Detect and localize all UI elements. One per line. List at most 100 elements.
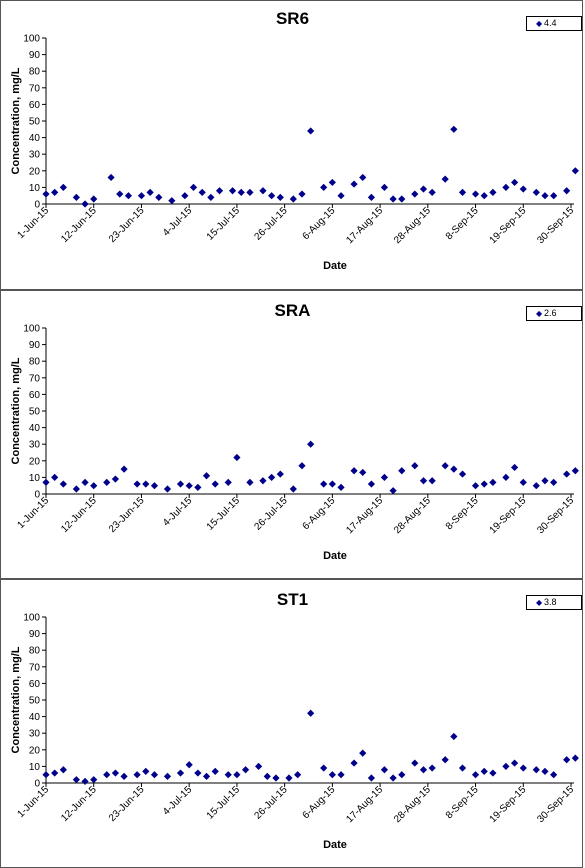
data-point [289, 485, 297, 493]
data-point [502, 473, 510, 481]
data-point [90, 776, 98, 784]
data-point [146, 188, 154, 196]
data-point [519, 478, 527, 486]
x-tick-label: 28-Aug-15 [392, 784, 433, 825]
data-point [359, 173, 367, 182]
data-point [510, 463, 519, 472]
x-tick-label: 4-Jul-15 [161, 495, 195, 529]
x-tick-label: 1-Jun-15 [15, 784, 51, 820]
data-point [458, 764, 467, 772]
data-point [450, 732, 458, 741]
data-point [103, 771, 111, 779]
data-point [120, 465, 128, 473]
chart-title: SRA [274, 301, 311, 320]
data-point [72, 485, 80, 493]
y-tick-label: 20 [29, 456, 41, 467]
y-tick-label: 0 [34, 490, 40, 501]
y-tick-label: 70 [29, 662, 41, 673]
data-point [471, 771, 480, 779]
data-point [389, 195, 397, 203]
data-point [320, 183, 328, 191]
y-tick-label: 60 [29, 390, 41, 401]
data-point [42, 190, 50, 198]
data-point [90, 482, 98, 490]
data-point [563, 470, 571, 478]
x-axis-label: Date [323, 550, 347, 562]
x-tick-label: 8-Sep-15 [444, 495, 481, 532]
data-point [233, 771, 241, 779]
data-point [441, 756, 449, 764]
data-point [246, 478, 254, 486]
data-point [571, 467, 579, 475]
x-tick-label: 6-Aug-15 [301, 495, 338, 532]
x-tick-label: 30-Sep-15 [535, 784, 576, 825]
x-tick-label: 19-Sep-15 [488, 205, 529, 246]
diamond-marker-icon: ◆ [536, 19, 543, 28]
data-point [380, 183, 389, 191]
data-point [541, 477, 549, 485]
x-tick-label: 8-Sep-15 [444, 784, 481, 821]
chart-title: SR6 [275, 9, 310, 28]
x-tick-label: 15-Jul-15 [205, 784, 243, 822]
data-point [263, 772, 271, 780]
data-point [207, 193, 215, 201]
data-point [276, 470, 284, 478]
x-tick-label: 6-Aug-15 [301, 205, 338, 242]
data-point [398, 771, 406, 779]
data-point [268, 192, 276, 200]
data-point [59, 183, 67, 191]
data-point [532, 482, 540, 490]
x-tick-label: 12-Jun-15 [59, 784, 99, 824]
x-tick-label: 8-Sep-15 [444, 205, 481, 242]
data-point [133, 480, 141, 488]
x-tick-label: 26-Jul-15 [252, 205, 290, 243]
data-point [411, 462, 419, 470]
x-axis-label: Date [323, 839, 347, 851]
data-point [90, 195, 98, 203]
data-point [237, 188, 245, 196]
x-tick-label: 6-Aug-15 [301, 784, 338, 821]
data-point [419, 185, 428, 193]
data-point [163, 485, 172, 493]
data-point [550, 192, 558, 200]
data-point [298, 462, 306, 470]
y-tick-label: 80 [29, 357, 41, 368]
data-point [350, 180, 358, 188]
legend-label: 4.4 [544, 18, 557, 28]
data-point [51, 769, 59, 777]
data-point [241, 766, 250, 774]
data-point [150, 771, 159, 779]
data-point [298, 190, 306, 198]
data-point [320, 764, 328, 772]
x-tick-label: 17-Aug-15 [344, 784, 385, 825]
data-point [259, 477, 267, 485]
data-point [532, 188, 540, 196]
x-axis-label: Date [323, 260, 347, 272]
data-point [450, 125, 458, 133]
data-point [163, 772, 172, 780]
data-point [51, 473, 59, 481]
data-point [120, 772, 128, 780]
data-point [519, 185, 527, 193]
y-tick-label: 40 [29, 423, 41, 434]
data-point [532, 766, 540, 774]
data-point [111, 769, 120, 777]
x-tick-label: 28-Aug-15 [392, 495, 433, 536]
data-point [398, 467, 406, 475]
data-point [550, 771, 558, 779]
data-point [155, 193, 163, 201]
data-point [255, 762, 263, 770]
data-point [289, 195, 297, 203]
data-point [541, 767, 549, 775]
data-point [116, 190, 124, 198]
data-point [189, 183, 198, 191]
y-tick-label: 0 [34, 779, 40, 790]
data-point [480, 192, 488, 200]
y-tick-label: 60 [29, 100, 41, 111]
x-tick-label: 4-Jul-15 [161, 784, 195, 818]
y-tick-label: 30 [29, 729, 41, 740]
data-point [571, 167, 579, 175]
data-point [42, 771, 50, 779]
data-point [137, 192, 146, 200]
